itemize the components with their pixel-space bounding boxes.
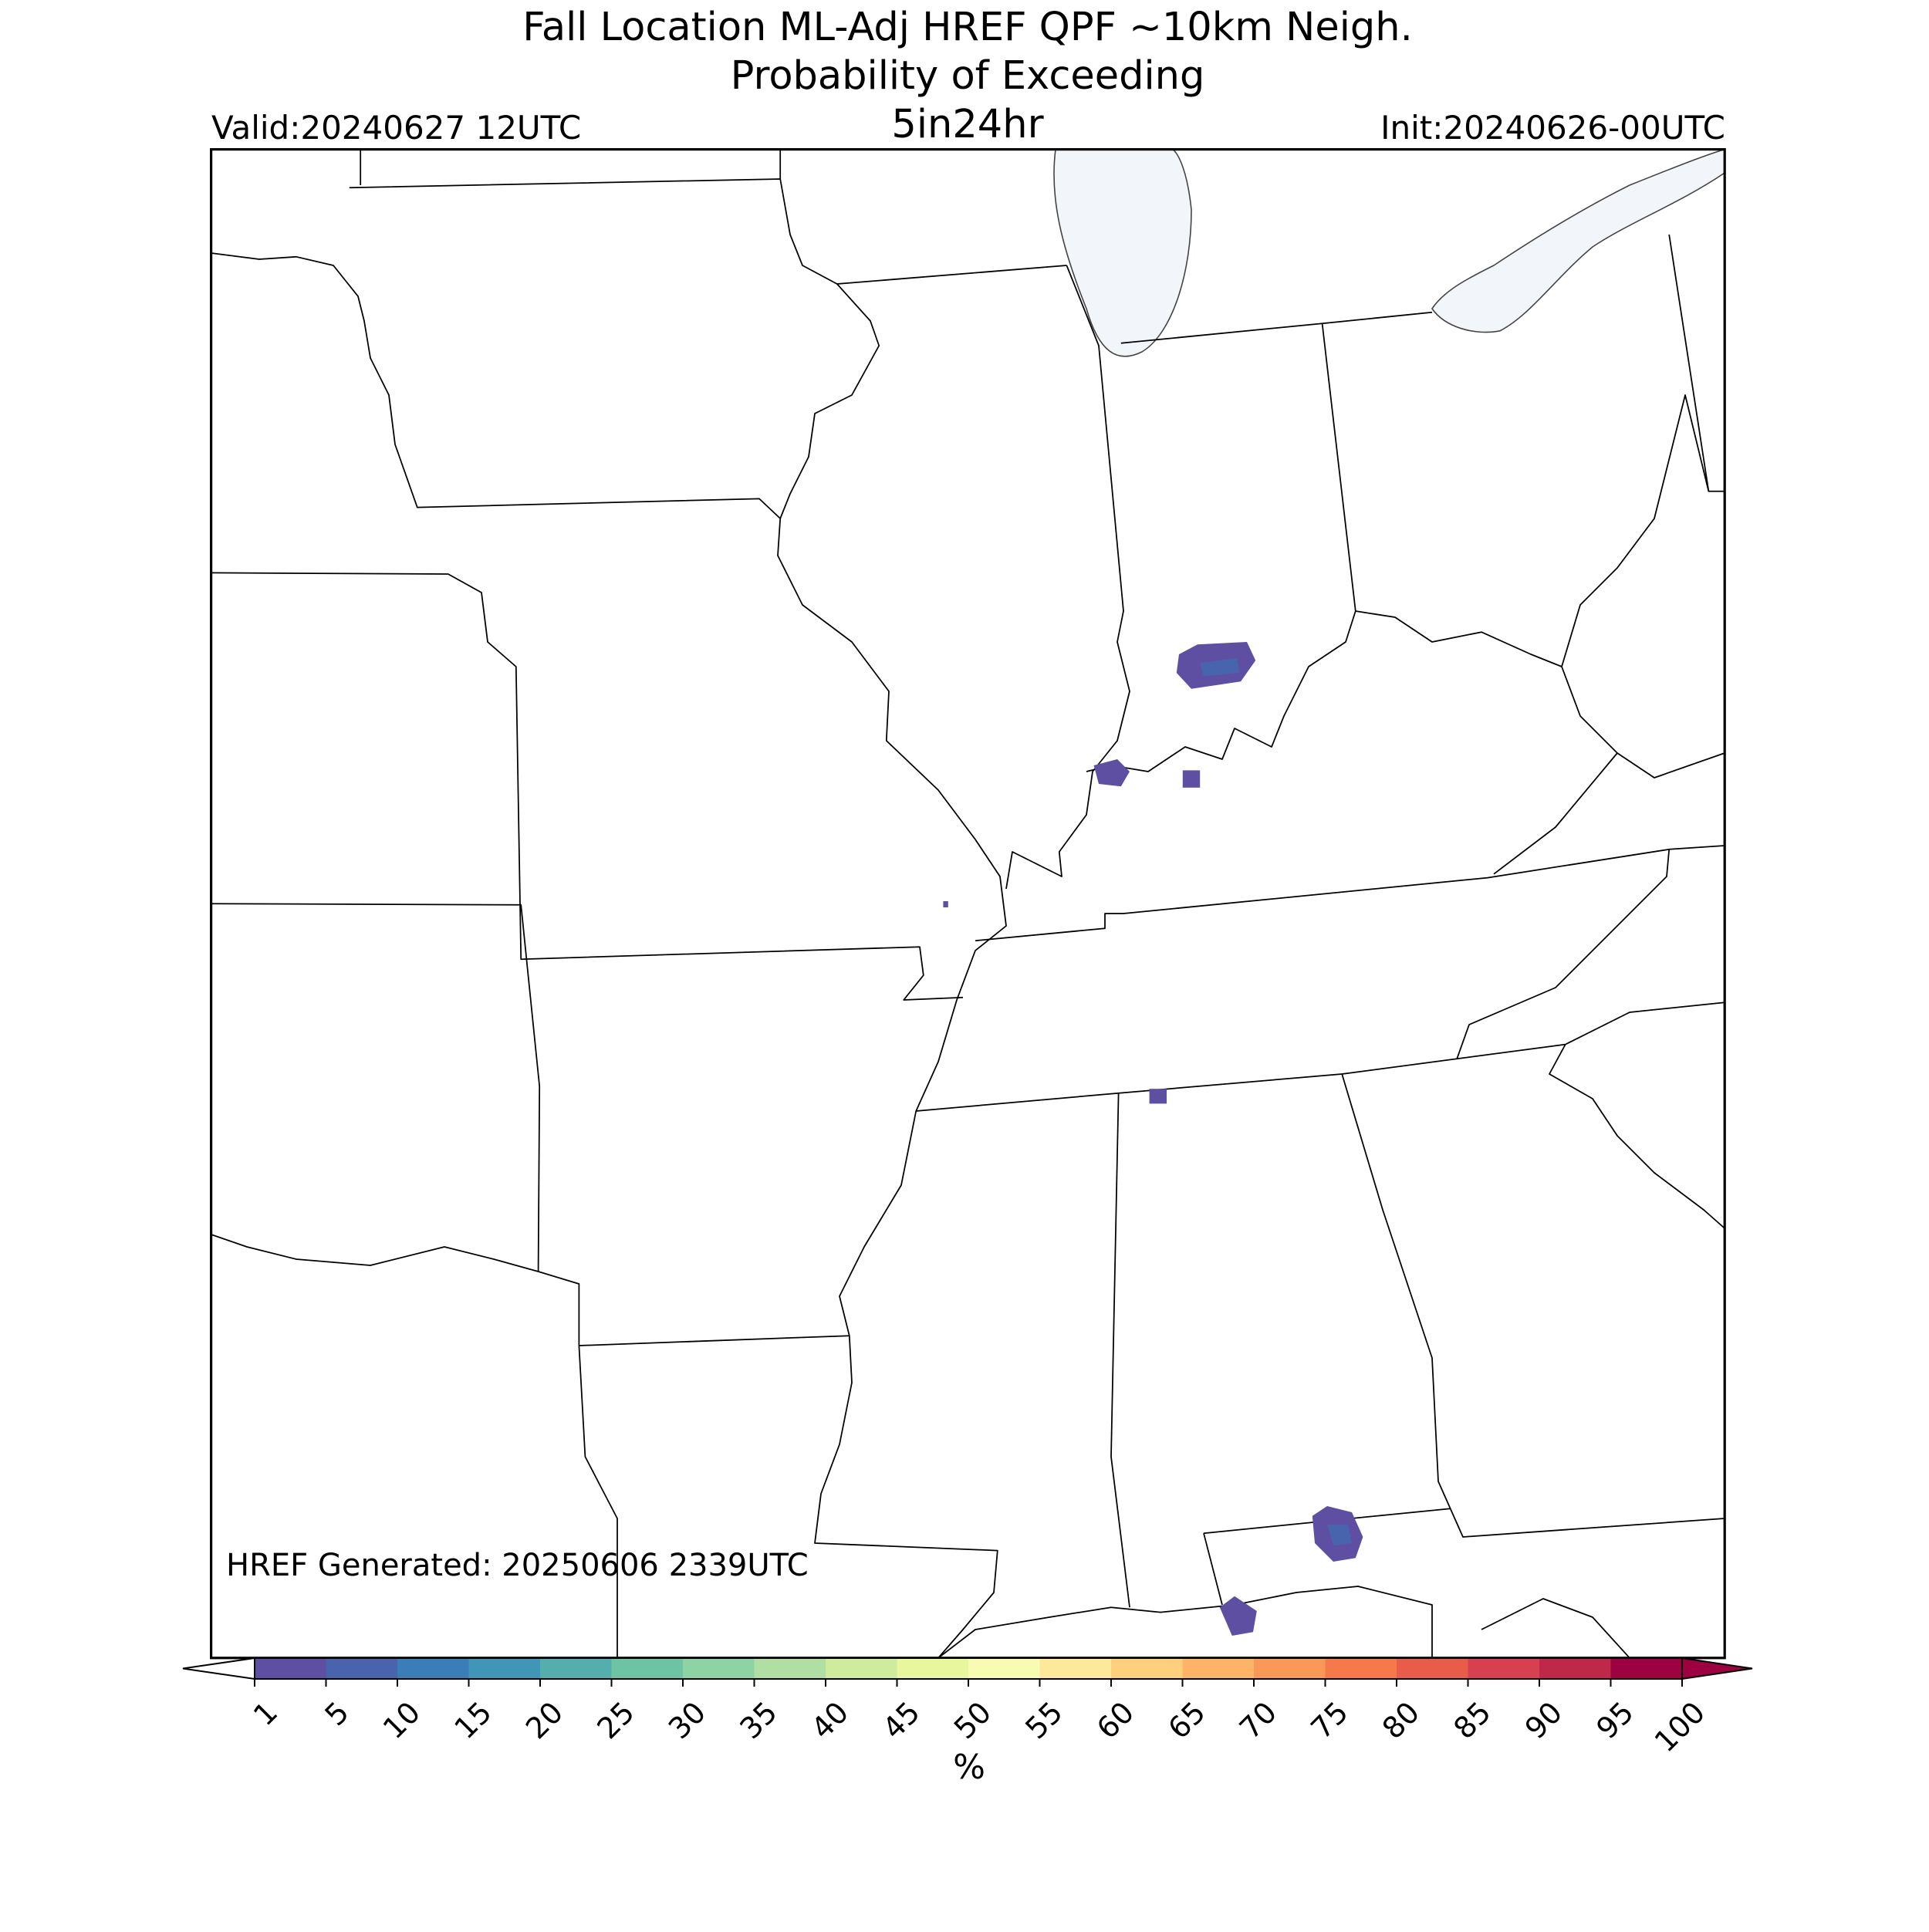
colorbar-bin (1539, 1658, 1611, 1679)
title-line: 5in24hr (891, 102, 1043, 147)
colorbar-bin (611, 1658, 684, 1679)
colorbar-bin (468, 1658, 541, 1679)
colorbar-bin (1397, 1658, 1468, 1679)
colorbar-bin (897, 1658, 969, 1679)
colorbar-bin (397, 1658, 469, 1679)
colorbar-bin (1254, 1658, 1326, 1679)
lake-michigan (1053, 149, 1192, 357)
colorbar-bin (1325, 1658, 1397, 1679)
colorbar-bin (1182, 1658, 1255, 1679)
probability-areas (943, 642, 1363, 1636)
title-line: Probability of Exceeding (731, 53, 1205, 99)
colorbar-bin (540, 1658, 612, 1679)
colorbar-bin (1039, 1658, 1112, 1679)
state-borders (211, 149, 1725, 1658)
generated-note: HREF Generated: 20250606 2339UTC (226, 1548, 809, 1583)
valid-time: Valid:20240627 12UTC (211, 109, 581, 147)
map (210, 148, 1726, 1660)
colorbar-bin (826, 1658, 897, 1679)
colorbar-bin (968, 1658, 1040, 1679)
init-time: Init:20240626-00UTC (1380, 109, 1725, 147)
colorbar-bin (1610, 1658, 1683, 1679)
colorbar-label: % (953, 1748, 985, 1787)
title-line: Fall Location ML-Adj HREF QPF ~10km Neig… (522, 5, 1413, 50)
colorbar-bin (1111, 1658, 1183, 1679)
lake-erie (1431, 149, 1725, 333)
colorbar-bin (683, 1658, 755, 1679)
colorbar-bin (326, 1658, 398, 1679)
colorbar-bin (255, 1658, 326, 1679)
colorbar-bin (754, 1658, 826, 1679)
colorbar-bin (1468, 1658, 1540, 1679)
